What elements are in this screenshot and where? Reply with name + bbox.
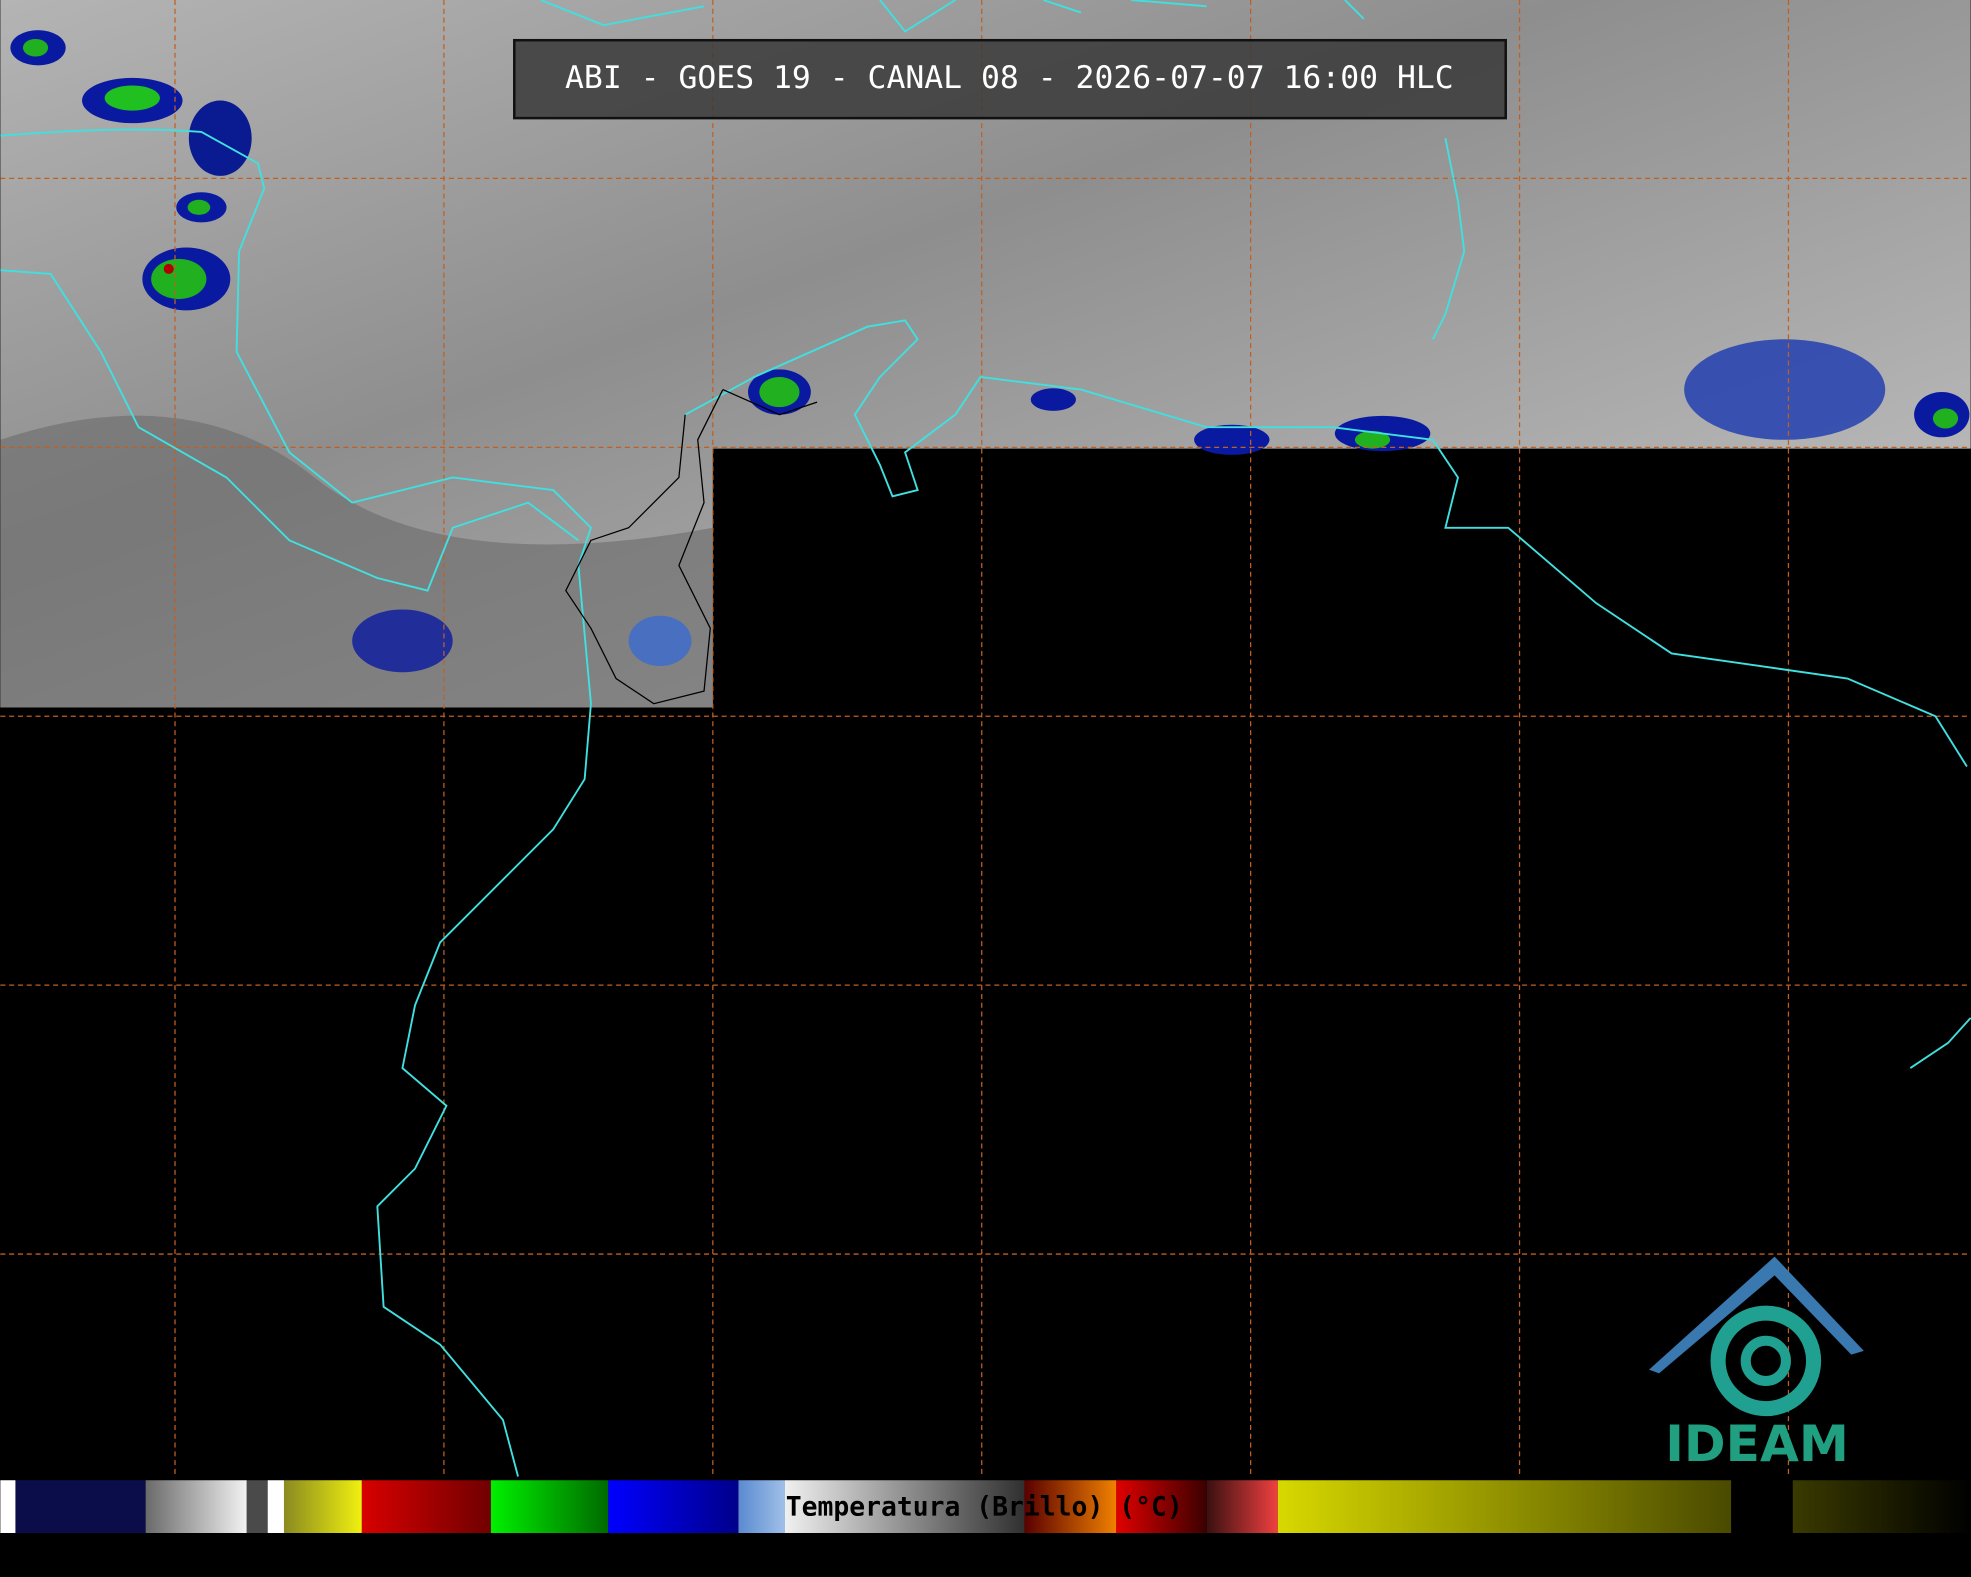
- colorbar-segment: [1116, 1480, 1207, 1534]
- colorbar-segment: [0, 1480, 16, 1534]
- tick-label: −40: [825, 1555, 859, 1576]
- tick-label: 40: [1761, 1555, 1784, 1576]
- colorbar-segment: [1277, 1480, 1732, 1534]
- colorbar: −100 −80 −60 −40 −20 0 20 40 Temperatura (Brillo…: [0, 1480, 1971, 1576]
- colorbar-segment: [15, 1480, 146, 1534]
- colorbar-segment: [1206, 1480, 1278, 1534]
- tick-label: −80: [360, 1555, 394, 1576]
- tick-label: −60: [592, 1555, 626, 1576]
- title: ABI - GOES 19 - CANAL 08 - 2026-07-07 16…: [565, 60, 1454, 96]
- logo-text: IDEAM: [1665, 1414, 1849, 1473]
- tick-label: 20: [1528, 1555, 1551, 1576]
- colorbar-segment: [246, 1480, 268, 1534]
- coastlines: [0, 0, 1971, 1477]
- colorbar-segment: [1731, 1480, 1793, 1534]
- tick-label: 0: [1301, 1555, 1312, 1576]
- colorbar-segment: [1024, 1480, 1117, 1534]
- colorbar-segment: [784, 1480, 1025, 1534]
- title-box: [513, 38, 1507, 120]
- colorbar-segment: [145, 1480, 247, 1534]
- colorbar-segment: [608, 1480, 739, 1534]
- colorbar-segment: [267, 1480, 284, 1534]
- colorbar-label: Temperatura (Brillo) (°C): [786, 1492, 1183, 1522]
- colorbar-segment: [361, 1480, 491, 1534]
- colorbar-segment: [738, 1480, 785, 1534]
- colorbar-segment: [1792, 1480, 1971, 1534]
- tick-label: −20: [1057, 1555, 1091, 1576]
- dark-region: [0, 415, 713, 708]
- colorbar-segment: [283, 1480, 362, 1534]
- tick-label: −100: [122, 1555, 167, 1576]
- convective-cells: [10, 30, 1970, 673]
- cloud-field: [0, 0, 1971, 708]
- logo: IDEAM: [1648, 1256, 1864, 1473]
- grid-lines: [0, 0, 1971, 1477]
- colorbar-segment: [490, 1480, 609, 1534]
- borders: [565, 388, 818, 705]
